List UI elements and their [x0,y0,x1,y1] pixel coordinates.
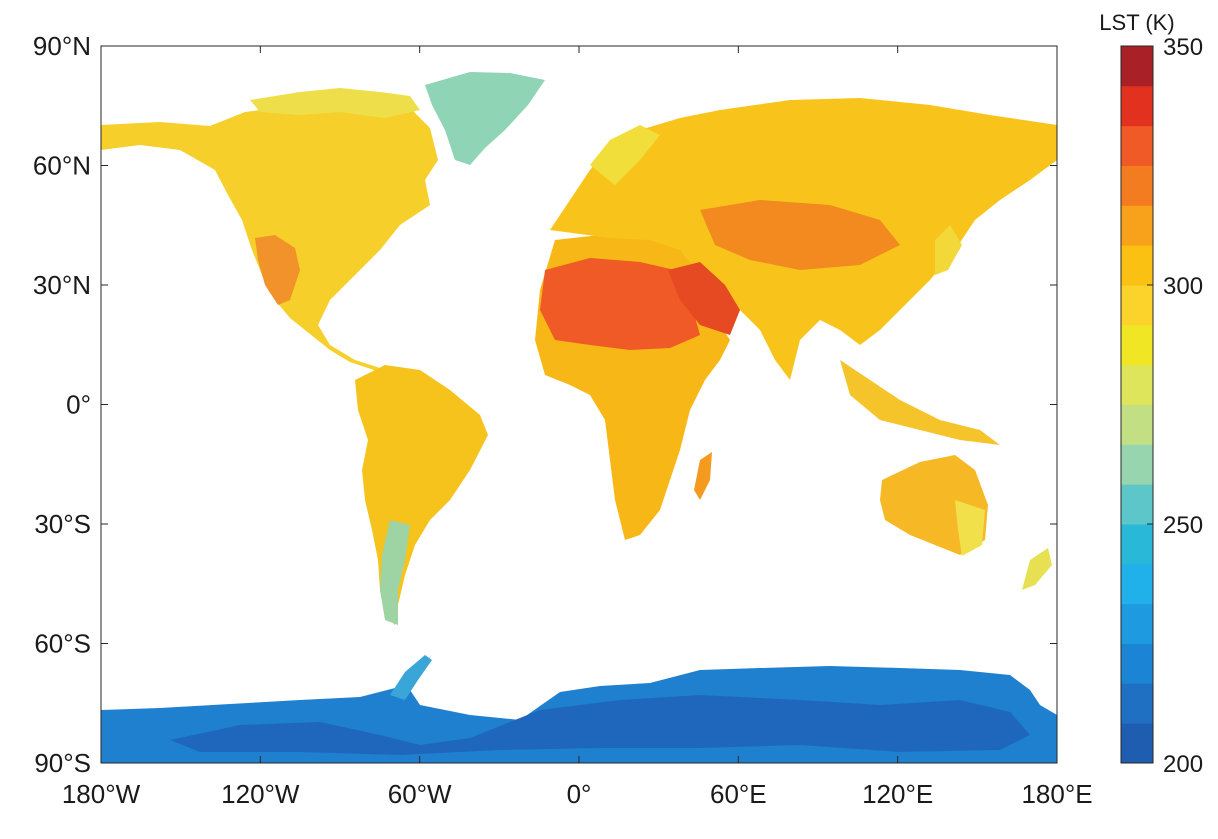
colorbar-segment [1121,484,1153,525]
colorbar-frame [1120,45,1154,764]
land-layer [101,72,1057,763]
land-antarctic-peninsula [390,655,432,700]
lat-tick-label: 60°N [33,151,91,181]
land-na-arctic-islands [250,88,420,118]
land-na-southwest [255,235,300,305]
land-madagascar [694,452,712,500]
colorbar-segment [1121,683,1153,724]
lat-tick-label: 30°N [33,270,91,300]
lon-tick-label: 180°W [62,779,141,809]
colorbar-segment [1121,125,1153,166]
colorbar-title: LST (K) [1099,10,1174,35]
colorbar-segment [1121,444,1153,485]
latitude-axis: 90°N 60°N 30°N 0° 30°S 60°S 90°S [33,31,1057,778]
colorbar-segment [1121,643,1153,684]
lat-tick-label: 0° [66,390,91,420]
land-new-zealand [1022,548,1052,590]
land-arabia [668,262,740,335]
colorbar-tick-label: 200 [1163,751,1203,778]
lon-tick-label: 180°E [1021,779,1092,809]
longitude-axis: 180°W 120°W 60°W 0° 60°E 120°E 180°E [62,46,1093,809]
lat-tick-label: 30°S [34,509,91,539]
land-antarctica-inner [170,695,1030,755]
colorbar-tick-label: 300 [1163,273,1203,300]
colorbar-segment [1121,245,1153,286]
colorbar-segment [1121,85,1153,127]
colorbar-segment [1121,563,1153,605]
colorbar-segment [1121,324,1153,366]
lon-tick-label: 0° [567,779,592,809]
lon-tick-label: 60°W [388,779,452,809]
colorbar-tick-label: 350 [1163,34,1203,61]
colorbar: 200 250 300 350 [1120,34,1203,778]
land-sahara [540,258,700,350]
colorbar-segment [1121,46,1153,87]
land-japan [935,225,962,275]
colorbar-segment [1121,285,1153,326]
land-patagonia [380,520,410,625]
lon-tick-label: 60°E [710,779,767,809]
colorbar-segment [1121,364,1153,405]
land-indonesia [840,360,1000,445]
lat-tick-label: 90°N [33,31,91,61]
colorbar-segment [1121,165,1153,206]
lat-tick-label: 90°S [34,748,91,778]
colorbar-segment [1121,404,1153,445]
land-central-asia [700,200,900,270]
colorbar-segment [1121,524,1153,565]
colorbar-segment [1121,603,1153,644]
lon-tick-label: 120°E [862,779,933,809]
land-scandinavia [590,125,660,185]
colorbar-tick-label: 250 [1163,512,1203,539]
land-greenland [425,72,545,165]
lon-tick-label: 120°W [221,779,300,809]
lat-tick-label: 60°S [34,629,91,659]
colorbar-segment [1121,723,1153,764]
land-australia-east [955,500,985,556]
colorbar-segment [1121,205,1153,246]
